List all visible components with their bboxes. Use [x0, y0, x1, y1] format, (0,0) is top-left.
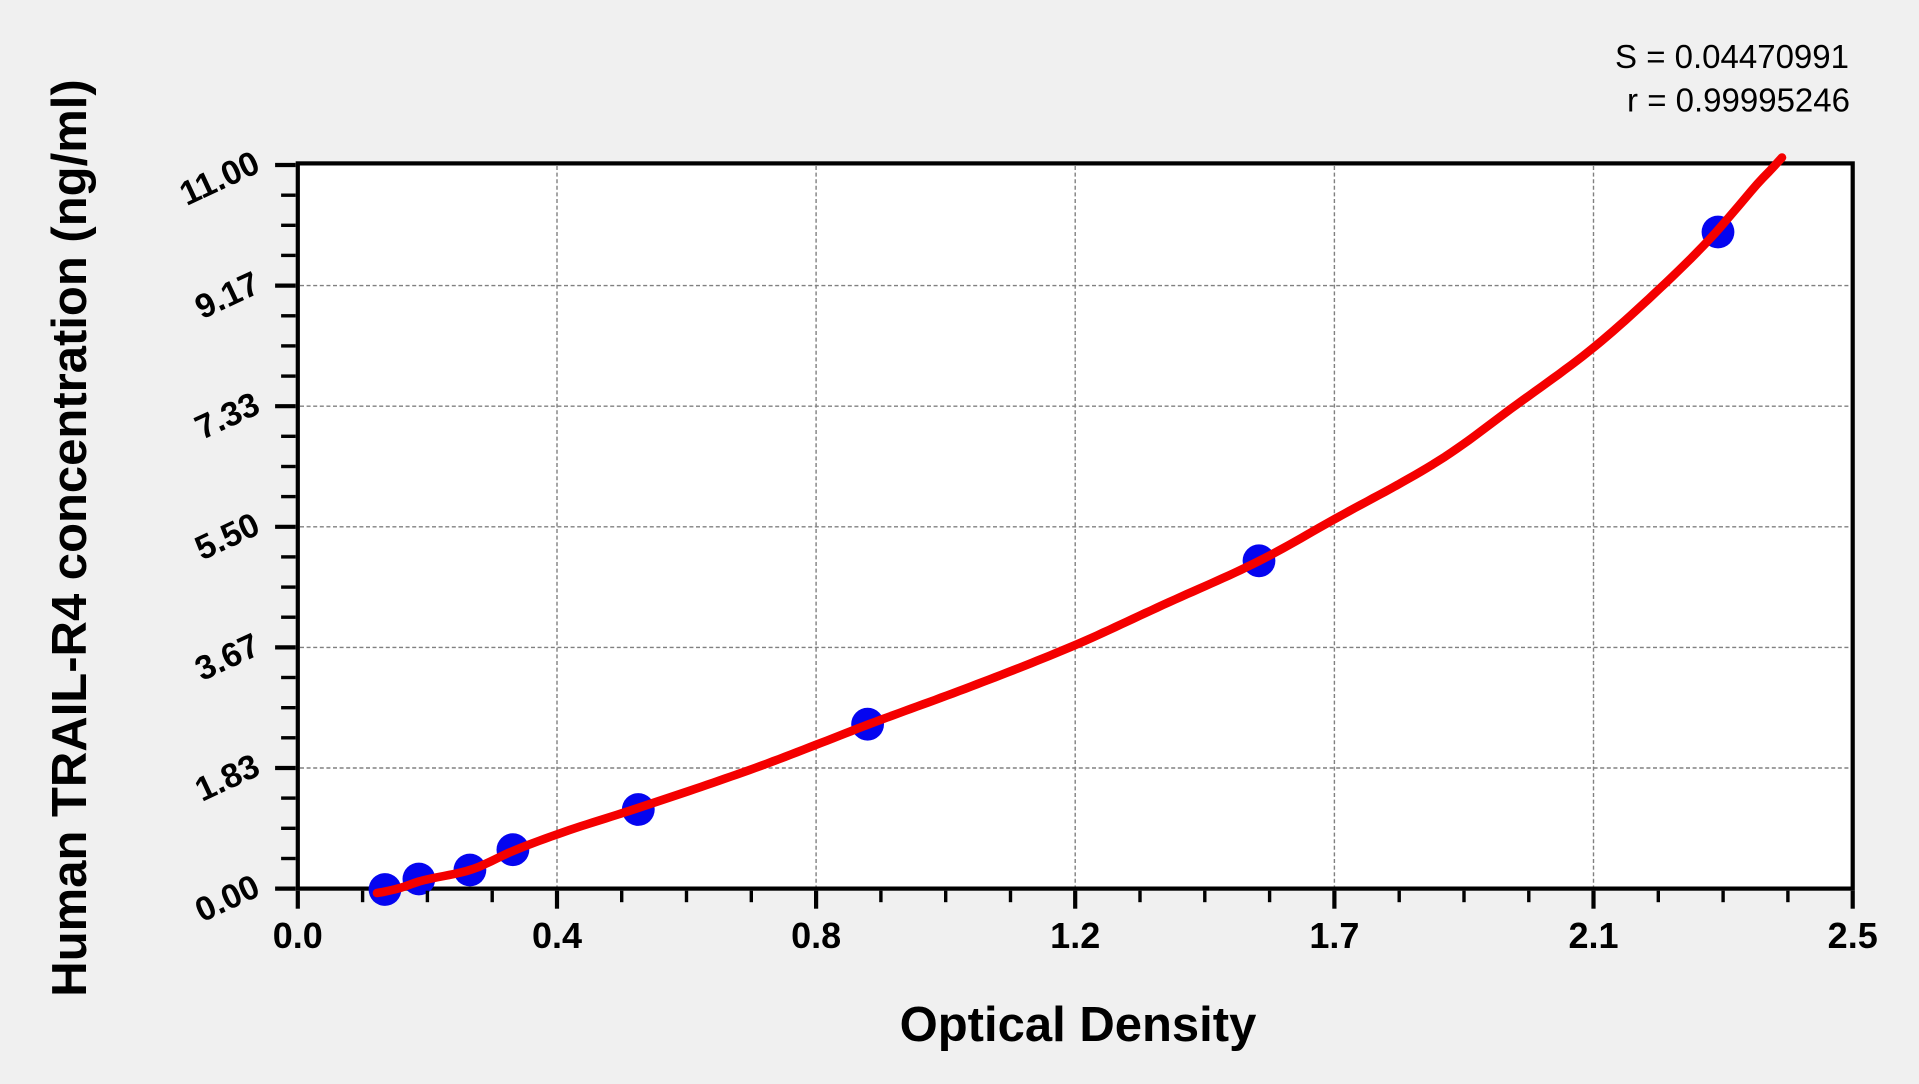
svg-text:Human TRAIL-R4 concentration (: Human TRAIL-R4 concentration (ng/ml): [43, 79, 97, 996]
svg-text:2.5: 2.5: [1828, 915, 1878, 956]
svg-text:Optical Density: Optical Density: [900, 998, 1257, 1052]
svg-text:0.0: 0.0: [273, 915, 323, 956]
svg-text:2.1: 2.1: [1568, 915, 1618, 956]
svg-text:S = 0.04470991: S = 0.04470991: [1615, 38, 1849, 75]
svg-text:r = 0.99995246: r = 0.99995246: [1627, 82, 1850, 119]
svg-text:0.8: 0.8: [791, 915, 841, 956]
svg-text:1.7: 1.7: [1309, 915, 1359, 956]
svg-text:1.2: 1.2: [1050, 915, 1100, 956]
svg-text:0.4: 0.4: [532, 915, 582, 956]
